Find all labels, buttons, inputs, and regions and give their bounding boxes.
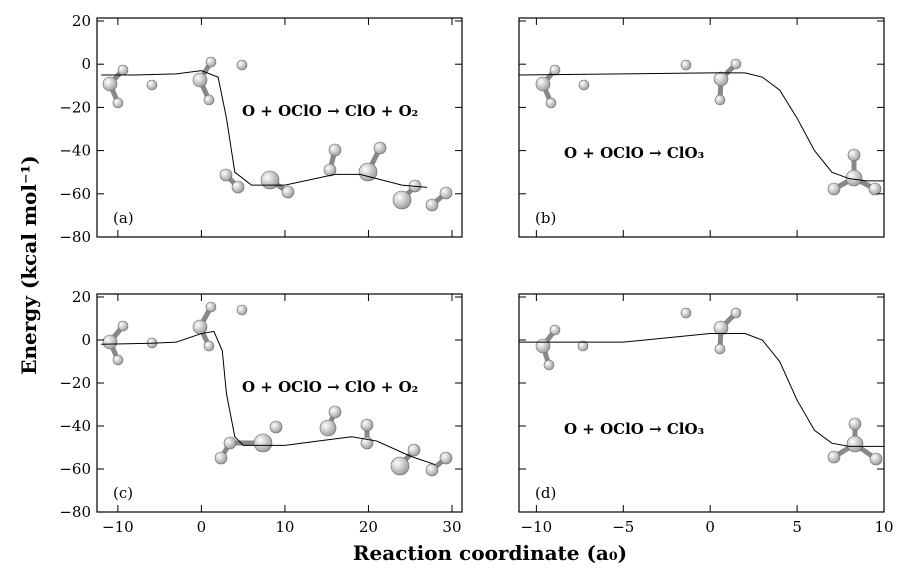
- y-tick-label: −80: [59, 228, 91, 246]
- x-tick-label: −5: [612, 518, 634, 536]
- x-tick-label: −10: [521, 518, 553, 536]
- x-tick-label: 0: [197, 518, 207, 536]
- plot-frame: [96, 293, 463, 513]
- y-tick-label: 20: [72, 12, 91, 30]
- x-tick-label: 0: [705, 518, 715, 536]
- reaction-annotation: O + OClO → ClO₃: [564, 420, 704, 438]
- plot-frame: [518, 293, 885, 513]
- x-axis-label: Reaction coordinate (a₀): [353, 541, 627, 565]
- y-tick-label: −80: [59, 503, 91, 521]
- panel-label: (a): [113, 209, 134, 227]
- y-tick-label: −60: [59, 185, 91, 203]
- energy-curve: [101, 330, 436, 466]
- x-tick-label: 10: [275, 518, 294, 536]
- panel-label: (c): [113, 484, 133, 502]
- reaction-annotation: O + OClO → ClO + O₂: [242, 378, 418, 396]
- y-axis-label: Energy (kcal mol⁻¹): [17, 155, 41, 375]
- x-tick-label: 30: [442, 518, 461, 536]
- plot-frame: [518, 17, 885, 238]
- y-tick-label: −40: [59, 417, 91, 435]
- y-tick-label: −40: [59, 142, 91, 160]
- y-tick-label: −60: [59, 460, 91, 478]
- x-tick-label: −10: [102, 518, 134, 536]
- y-tick-label: −20: [59, 374, 91, 392]
- y-tick-label: 0: [81, 331, 91, 349]
- energy-curve: [519, 333, 884, 447]
- x-tick-label: 10: [874, 518, 893, 536]
- plot-frame: [96, 17, 463, 238]
- y-tick-label: −20: [59, 98, 91, 116]
- reaction-annotation: O + OClO → ClO + O₂: [242, 102, 418, 120]
- panel-label: (d): [535, 484, 556, 502]
- reaction-annotation: O + OClO → ClO₃: [564, 144, 704, 162]
- energy-curve: [518, 72, 884, 182]
- y-tick-label: 0: [81, 55, 91, 73]
- energy-curve: [101, 70, 427, 188]
- panel-label: (b): [535, 209, 556, 227]
- molecule-decoration: [102, 56, 883, 477]
- x-tick-label: 20: [359, 518, 378, 536]
- y-tick-label: 20: [72, 288, 91, 306]
- x-tick-label: 5: [792, 518, 802, 536]
